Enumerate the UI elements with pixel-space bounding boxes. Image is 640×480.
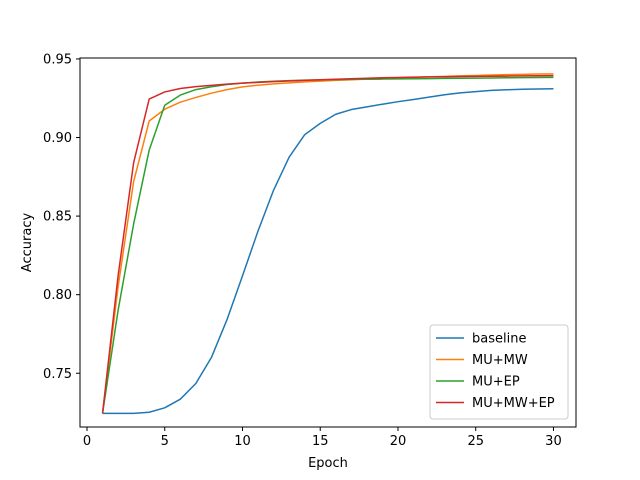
x-tick-label: 30 [545, 434, 562, 449]
legend-label-mu-mw-ep: MU+MW+EP [472, 396, 555, 411]
accuracy-line-chart: 0 5 10 15 20 25 30 0.750.800.850.900.95 Epoch … [0, 0, 640, 480]
legend-label-mu-ep: MU+EP [472, 375, 520, 390]
legend-label-mu-mw: MU+MW [472, 353, 528, 368]
x-tick-label: 25 [467, 434, 484, 449]
x-tick-label: 10 [234, 434, 251, 449]
x-tick-label: 15 [312, 434, 329, 449]
legend-label-baseline: baseline [472, 332, 526, 347]
y-tick-label: 0.85 [43, 210, 72, 225]
x-axis-label: Epoch [308, 456, 348, 471]
legend: baseline MU+MW MU+EP MU+MW+EP [430, 325, 568, 419]
x-tick-label: 20 [390, 434, 407, 449]
y-tick-label: 0.90 [43, 131, 72, 146]
y-tick-label: 0.95 [43, 52, 72, 67]
y-axis-label: Accuracy [20, 213, 35, 273]
x-tick-label: 0 [83, 434, 91, 449]
y-tick-label: 0.75 [43, 367, 72, 382]
y-tick-label: 0.80 [43, 288, 72, 303]
x-tick-label: 5 [161, 434, 169, 449]
